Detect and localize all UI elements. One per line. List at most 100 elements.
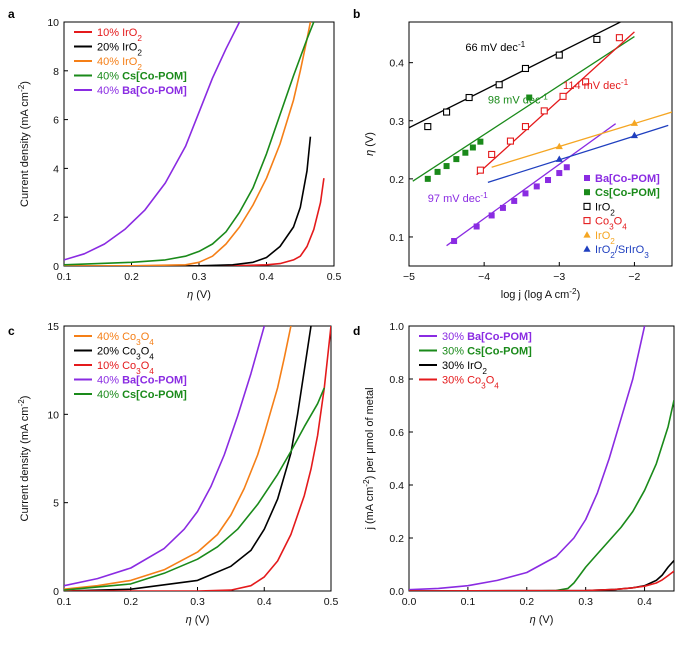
y-tick-label: 0.8: [389, 374, 404, 386]
series-line: [64, 326, 266, 587]
series-line: [64, 326, 331, 591]
x-axis-label: log j (log A cm-2): [501, 287, 581, 302]
series-line: [64, 178, 325, 266]
panel-b: b −5 −4 −3 −2 0.1 0.2 0.3 0.4 log j (log A cm-2) η…: [353, 7, 673, 302]
data-point: [488, 150, 496, 159]
data-point: [443, 108, 451, 116]
y-tick-label: 0.4: [389, 58, 404, 70]
slope-annotation: 114 mV dec-1: [563, 77, 629, 92]
x-tick-label: 0.4: [257, 596, 272, 608]
series-line: [409, 400, 674, 591]
x-tick-label: 0.1: [57, 596, 72, 608]
legend-marker: [584, 175, 590, 181]
y-tick-label: 10: [47, 409, 59, 421]
panel-letter: d: [353, 324, 360, 338]
data-point: [506, 137, 514, 145]
data-point: [615, 34, 623, 42]
y-tick-label: 0.2: [389, 533, 404, 545]
data-point: [424, 175, 431, 182]
slope-annotation: 66 mV dec-1: [465, 40, 525, 55]
series-line: [64, 22, 241, 261]
x-tick-label: 0.3: [578, 596, 593, 608]
data-layer: [64, 326, 331, 591]
x-tick-label: 0.1: [461, 596, 476, 608]
x-tick-label: −5: [403, 271, 415, 283]
legend-entry: IrO2: [595, 201, 615, 217]
series-line: [409, 326, 646, 591]
legend-entry: 30% Co3O4: [442, 375, 499, 391]
legend-entry: 30% IrO2: [442, 360, 487, 376]
data-point: [469, 144, 476, 151]
legend-marker: [584, 189, 590, 196]
data-point: [521, 123, 530, 131]
y-tick-label: 0.1: [389, 232, 404, 244]
x-axis-label: η (V): [186, 614, 210, 626]
y-axis-label: j (mA cm-2) per μmol of metal: [362, 387, 377, 530]
series-line: [64, 326, 312, 591]
panel-letter: b: [353, 7, 360, 21]
series-line: [64, 22, 315, 266]
series-line: [64, 326, 292, 590]
y-axis-label: Current density (mA cm-2): [17, 81, 32, 207]
legend-entry: 40% IrO2: [97, 56, 142, 72]
legend-entry: 10% IrO2: [97, 27, 142, 43]
slope-annotation: 97 mV dec-1: [428, 191, 488, 206]
panel-letter: c: [8, 324, 15, 338]
legend-entry: Cs[Co-POM]: [595, 187, 660, 199]
legend-entry: 30% Cs[Co-POM]: [442, 346, 532, 358]
y-tick-label: 8: [53, 66, 59, 78]
x-tick-label: −3: [553, 271, 565, 283]
data-point: [521, 64, 530, 73]
legend-entry: Co3O4: [595, 216, 627, 232]
data-point: [555, 155, 563, 162]
data-point: [593, 35, 601, 43]
x-tick-label: 0.4: [259, 271, 274, 283]
data-point: [476, 166, 484, 174]
series-line: [64, 136, 312, 266]
data-point: [443, 163, 450, 170]
fit-line: [412, 35, 635, 182]
legend-entry: 40% Ba[Co-POM]: [97, 375, 187, 387]
y-axis-label: Current density (mA cm-2): [17, 396, 32, 522]
legend-marker: [583, 245, 591, 252]
x-tick-label: −4: [478, 271, 490, 283]
fit-line: [487, 124, 669, 183]
y-tick-label: 6: [53, 115, 59, 127]
legend-entry: IrO2/SrIrO3: [595, 244, 649, 260]
series-line: [409, 570, 674, 591]
data-point: [526, 94, 533, 101]
data-point: [582, 78, 590, 86]
data-point: [540, 107, 548, 115]
data-point: [462, 149, 469, 156]
data-point: [488, 212, 495, 219]
fit-line: [491, 111, 672, 168]
y-tick-label: 5: [53, 498, 59, 510]
data-point: [477, 138, 484, 145]
legend-entry: Ba[Co-POM]: [595, 173, 660, 185]
y-tick-label: 10: [47, 17, 59, 29]
y-tick-label: 0.0: [389, 586, 404, 598]
data-point: [545, 177, 552, 184]
legend-entry: 40% Cs[Co-POM]: [97, 389, 187, 401]
legend-marker: [583, 202, 591, 210]
y-tick-label: 15: [47, 321, 59, 333]
plot-frame: [408, 21, 673, 267]
x-tick-label: 0.0: [402, 596, 417, 608]
y-tick-label: 0.4: [389, 480, 404, 492]
y-tick-label: 4: [53, 163, 59, 175]
x-axis-label: η (V): [530, 614, 554, 626]
y-tick-label: 0: [53, 261, 59, 273]
data-layer: [409, 326, 674, 591]
series-line: [64, 22, 312, 266]
data-point: [555, 51, 563, 59]
y-tick-label: 0.3: [389, 116, 404, 128]
y-tick-label: 2: [53, 212, 59, 224]
x-tick-label: −2: [628, 271, 640, 283]
data-point: [563, 164, 570, 171]
x-tick-label: 0.3: [192, 271, 207, 283]
legend-entry: 20% Co3O4: [97, 346, 154, 362]
data-point: [533, 183, 540, 190]
data-point: [522, 190, 529, 197]
data-point: [465, 93, 473, 102]
y-tick-label: 0.2: [389, 174, 404, 186]
